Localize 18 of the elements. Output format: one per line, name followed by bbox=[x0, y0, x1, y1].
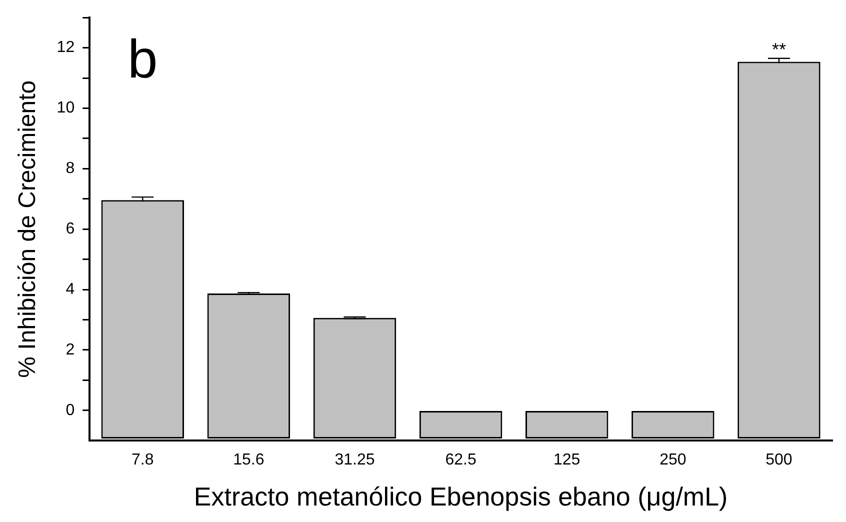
y-tick-label: 8 bbox=[66, 160, 75, 178]
y-tick-label: 4 bbox=[66, 280, 75, 298]
annotation: b bbox=[128, 29, 158, 90]
x-tick-label: 500 bbox=[766, 452, 792, 469]
x-tick-label: 15.6 bbox=[233, 452, 264, 469]
x-tick-label: 62.5 bbox=[445, 452, 476, 469]
y-tick-label: 12 bbox=[56, 39, 75, 56]
y-axis-title: % Inhibición de Crecimiento bbox=[14, 80, 42, 378]
x-tick-label: 31.25 bbox=[334, 452, 375, 469]
y-tick-label: 2 bbox=[66, 341, 75, 358]
y-tick-label: 6 bbox=[66, 220, 75, 238]
annotation: ** bbox=[772, 40, 786, 60]
x-tick-label: 7.8 bbox=[132, 452, 154, 469]
x-axis-title: Extracto metanólico Ebenopsis ebano (μg/mL) bbox=[194, 482, 728, 512]
x-tick-label: 250 bbox=[660, 452, 686, 469]
y-tick-label: 0 bbox=[66, 402, 75, 419]
x-tick-label: 125 bbox=[554, 452, 580, 469]
y-tick-label: 10 bbox=[56, 100, 75, 117]
